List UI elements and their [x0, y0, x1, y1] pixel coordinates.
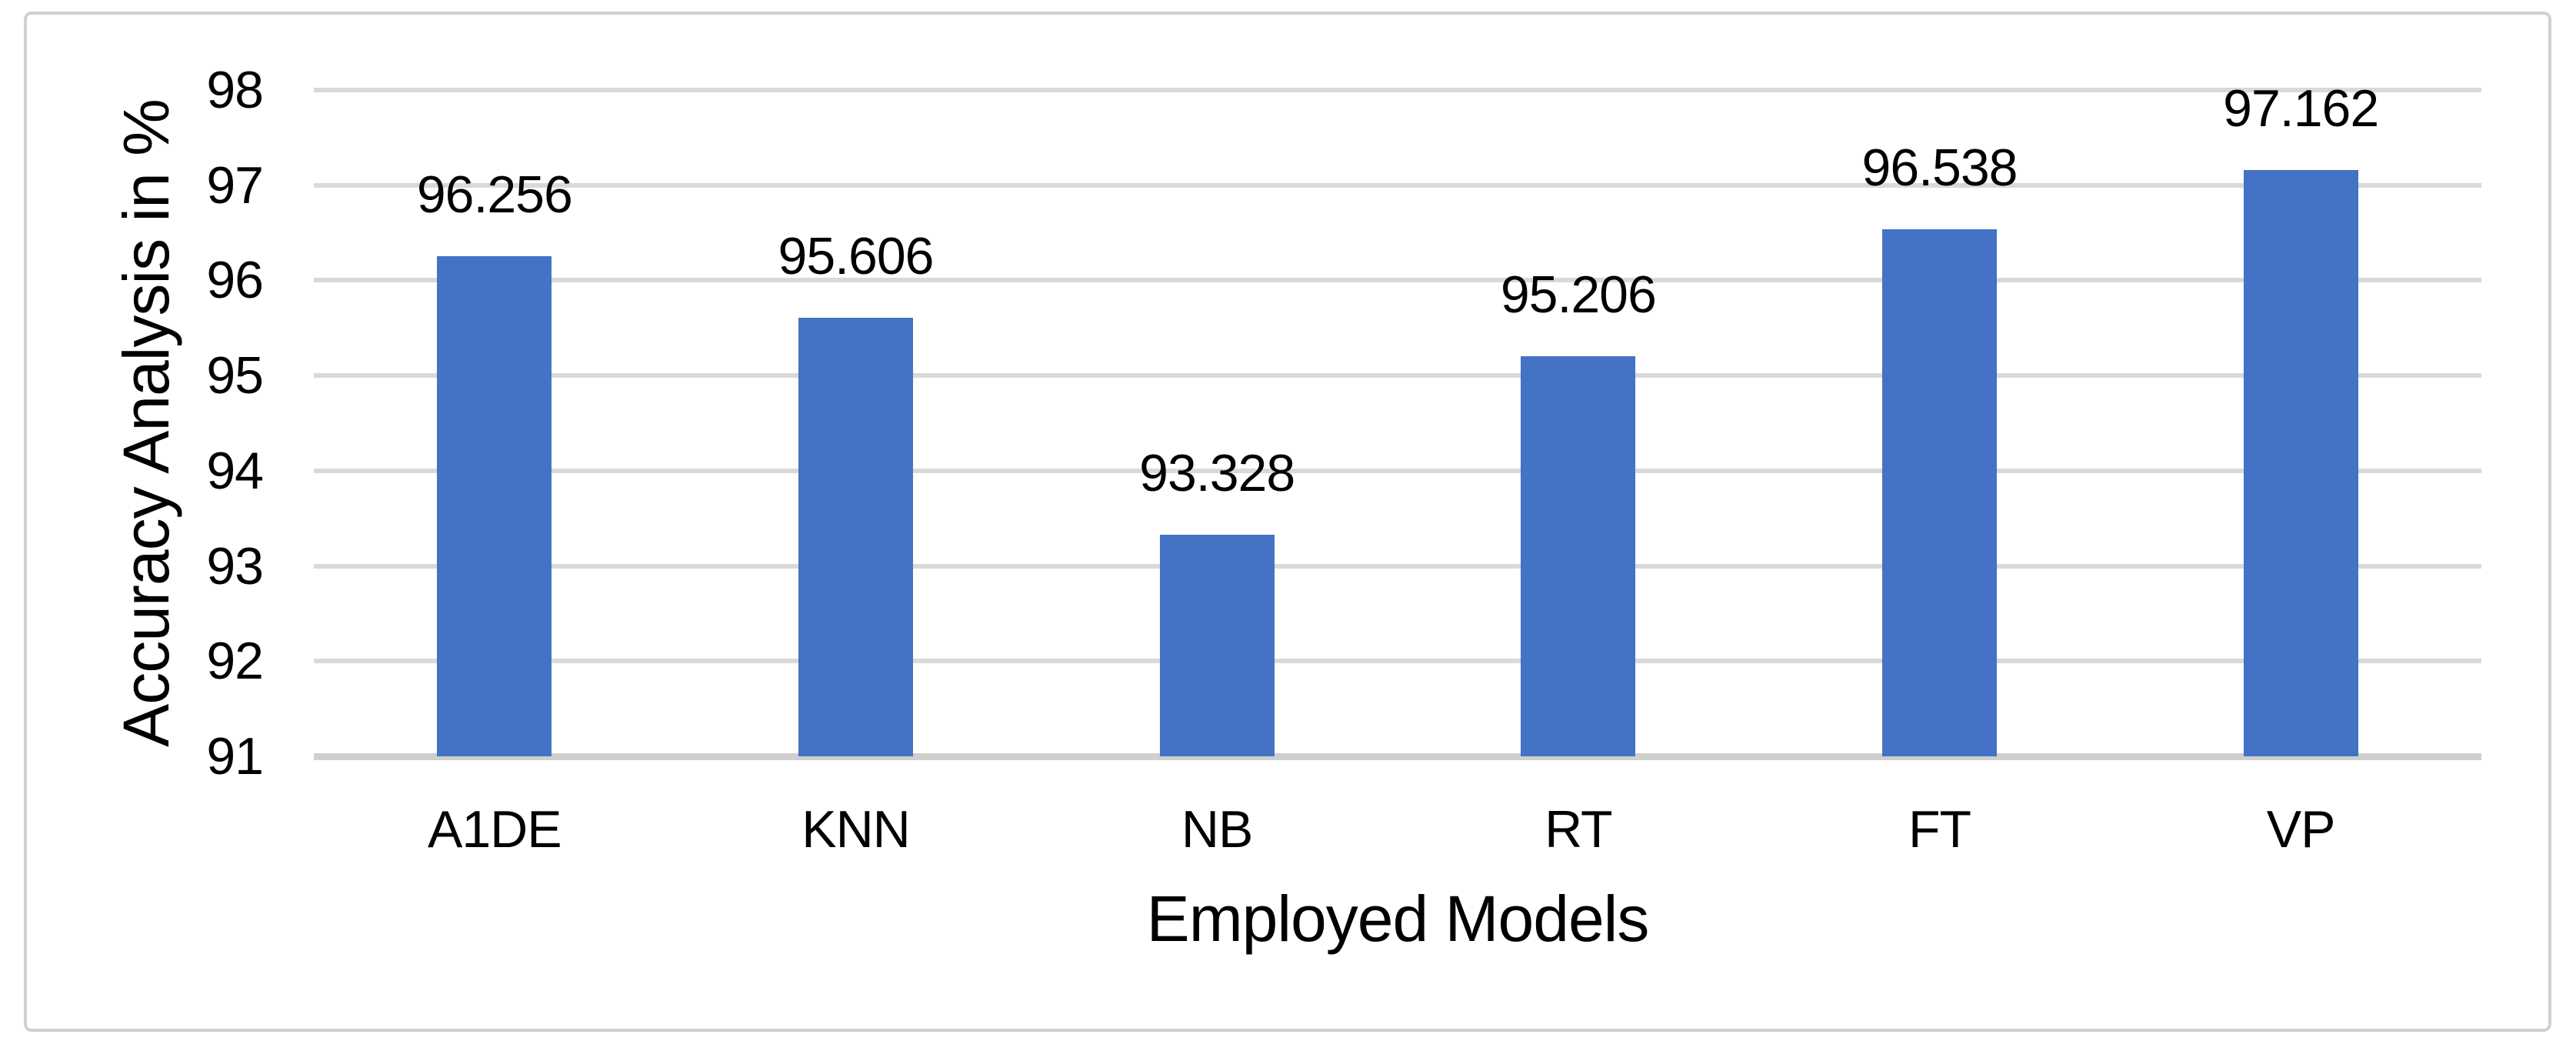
y-tick-label: 98: [206, 61, 264, 119]
y-tick-label: 94: [206, 441, 264, 500]
y-tick-label: 91: [206, 727, 264, 786]
x-tick-label-RT: RT: [1545, 800, 1612, 859]
x-tick-label-A1DE: A1DE: [428, 800, 562, 859]
y-tick-label: 93: [206, 536, 264, 596]
gridline: [314, 278, 2481, 283]
x-tick-label-KNN: KNN: [801, 800, 911, 859]
y-tick-label: 92: [206, 632, 264, 691]
gridline: [314, 182, 2481, 188]
y-tick-label: 96: [206, 251, 264, 310]
value-label-NB: 93.328: [1139, 443, 1295, 502]
gridline: [314, 88, 2481, 92]
y-tick-label: 95: [206, 346, 264, 405]
bar-RT: [1521, 355, 1636, 756]
y-tick-label: 97: [206, 155, 264, 215]
bar-A1DE: [437, 255, 552, 756]
gridline: [314, 373, 2481, 379]
x-tick-label-FT: FT: [1908, 800, 1971, 859]
gridline: [314, 468, 2481, 473]
value-label-RT: 95.206: [1500, 265, 1657, 324]
gridline: [314, 659, 2481, 664]
bar-KNN: [798, 318, 913, 756]
value-label-KNN: 95.606: [778, 227, 935, 286]
x-tick-label-VP: VP: [2266, 800, 2336, 859]
bar-NB: [1159, 534, 1275, 756]
x-axis-line: [314, 753, 2481, 760]
value-label-A1DE: 96.256: [416, 165, 573, 224]
value-label-FT: 96.538: [1861, 138, 2018, 197]
x-axis-title: Employed Models: [1146, 882, 1650, 955]
plot-area: [314, 90, 2481, 756]
x-tick-label-NB: NB: [1181, 800, 1253, 859]
bar-FT: [1882, 229, 1997, 756]
value-label-VP: 97.162: [2223, 78, 2379, 138]
gridline: [314, 563, 2481, 569]
bar-VP: [2243, 169, 2358, 756]
